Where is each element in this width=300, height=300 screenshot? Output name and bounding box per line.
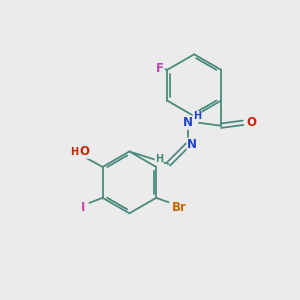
Text: F: F [156,62,164,75]
Text: O: O [246,116,256,129]
Text: Br: Br [172,201,187,214]
Text: N: N [183,116,193,129]
Text: H: H [155,154,163,164]
Text: H: H [70,147,78,157]
Text: H: H [193,111,201,121]
Text: N: N [187,138,197,151]
Text: O: O [79,145,89,158]
Text: I: I [81,201,86,214]
